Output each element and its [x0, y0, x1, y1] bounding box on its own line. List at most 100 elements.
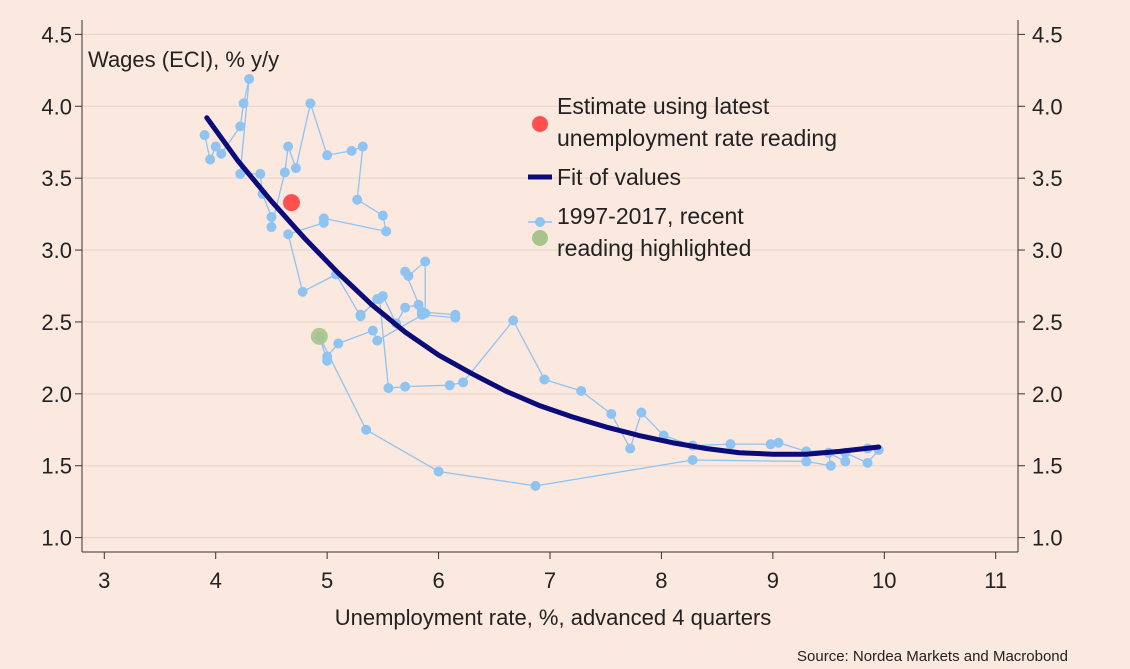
history-point — [840, 456, 851, 467]
history-point — [420, 256, 431, 267]
history-point — [539, 374, 550, 385]
x-tick-label: 8 — [655, 568, 667, 593]
history-point — [283, 141, 294, 152]
axes — [75, 20, 1025, 559]
history-point — [333, 338, 344, 349]
y-tick-label-right: 2.5 — [1032, 310, 1063, 335]
legend-estimate-label-1: Estimate using latest — [557, 93, 770, 119]
history-point — [508, 315, 519, 326]
history-point — [235, 121, 246, 132]
history-point — [383, 383, 394, 394]
history-point — [346, 145, 357, 156]
x-tick-label: 9 — [767, 568, 779, 593]
x-tick-label: 7 — [544, 568, 556, 593]
history-point — [625, 443, 636, 454]
history-point — [352, 194, 363, 205]
legend-history-marker — [535, 217, 545, 227]
history-point — [244, 73, 255, 84]
y-tick-label-right: 4.0 — [1032, 94, 1063, 119]
legend-estimate-marker — [532, 116, 548, 132]
x-tick-label: 10 — [872, 568, 896, 593]
history-point — [266, 222, 277, 233]
history-point — [283, 229, 294, 240]
x-tick-label: 3 — [98, 568, 110, 593]
history-point — [801, 456, 812, 467]
history-point — [357, 141, 368, 152]
x-tick-label: 6 — [432, 568, 444, 593]
history-point — [576, 385, 587, 396]
y-tick-label-left: 4.0 — [41, 94, 72, 119]
history-series — [199, 73, 884, 491]
history-point — [318, 217, 329, 228]
y-tick-label-right: 3.5 — [1032, 166, 1063, 191]
history-point — [322, 355, 333, 366]
y-tick-label-right: 3.0 — [1032, 238, 1063, 263]
y-tick-label-left: 2.5 — [41, 310, 72, 335]
history-point — [372, 335, 383, 346]
history-point — [825, 460, 836, 471]
y-tick-label-left: 1.5 — [41, 454, 72, 479]
history-point — [444, 380, 455, 391]
recent-point — [310, 327, 328, 345]
history-point — [765, 439, 776, 450]
history-point — [355, 309, 366, 320]
history-point — [400, 381, 411, 392]
highlight-points — [282, 194, 328, 345]
history-point — [420, 308, 431, 319]
x-tick-label: 11 — [984, 568, 1007, 593]
tick-labels: 1.0 1.0 1.5 1.5 2.0 2.0 2.5 2.5 3.0 3.0 3.5 3.5 4.0 4… — [41, 22, 1062, 593]
history-point — [381, 226, 392, 237]
x-tick-label: 4 — [210, 568, 222, 593]
estimate-point — [282, 194, 300, 212]
history-point — [361, 424, 372, 435]
history-point — [636, 407, 647, 418]
y-tick-label-left: 4.5 — [41, 22, 72, 47]
history-point — [606, 408, 617, 419]
y-tick-label-left: 3.0 — [41, 238, 72, 263]
history-point — [322, 150, 333, 161]
x-axis-title: Unemployment rate, %, advanced 4 quarter… — [335, 605, 772, 630]
history-point — [279, 167, 290, 178]
legend-history-label-1: 1997-2017, recent — [557, 203, 744, 229]
history-point — [400, 302, 411, 313]
history-point — [199, 130, 210, 141]
history-point — [773, 437, 784, 448]
fit-series — [204, 115, 882, 457]
history-point — [367, 325, 378, 336]
history-point — [687, 454, 698, 465]
history-point — [530, 480, 541, 491]
history-point — [433, 466, 444, 477]
history-point — [458, 377, 469, 388]
history-point — [266, 211, 277, 222]
y-tick-label-right: 1.5 — [1032, 454, 1063, 479]
history-point — [403, 270, 414, 281]
legend-recent-marker — [532, 230, 548, 246]
history-point — [297, 286, 308, 297]
history-point — [305, 98, 316, 109]
history-point — [290, 163, 301, 174]
history-point — [862, 457, 873, 468]
y-tick-label-left: 3.5 — [41, 166, 72, 191]
y-tick-label-right: 1.0 — [1032, 526, 1063, 551]
history-point — [255, 168, 266, 179]
y-axis-title: Wages (ECI), % y/y — [88, 47, 279, 72]
history-point — [216, 148, 227, 159]
fit-line — [204, 115, 882, 457]
history-point — [238, 98, 249, 109]
history-point — [725, 439, 736, 450]
legend: Estimate using latest unemployment rate … — [528, 93, 837, 261]
y-tick-label-right: 4.5 — [1032, 22, 1063, 47]
history-point — [235, 168, 246, 179]
x-tick-label: 5 — [321, 568, 333, 593]
history-point — [374, 293, 385, 304]
gridlines — [82, 33, 1018, 539]
y-tick-label-left: 2.0 — [41, 382, 72, 407]
legend-fit-label: Fit of values — [557, 164, 681, 190]
legend-estimate-label-2: unemployment rate reading — [557, 125, 837, 151]
history-point — [210, 141, 221, 152]
history-point — [377, 210, 388, 221]
legend-history-label-2: reading highlighted — [557, 235, 751, 261]
y-tick-label-left: 1.0 — [41, 526, 72, 551]
history-point — [205, 154, 216, 165]
